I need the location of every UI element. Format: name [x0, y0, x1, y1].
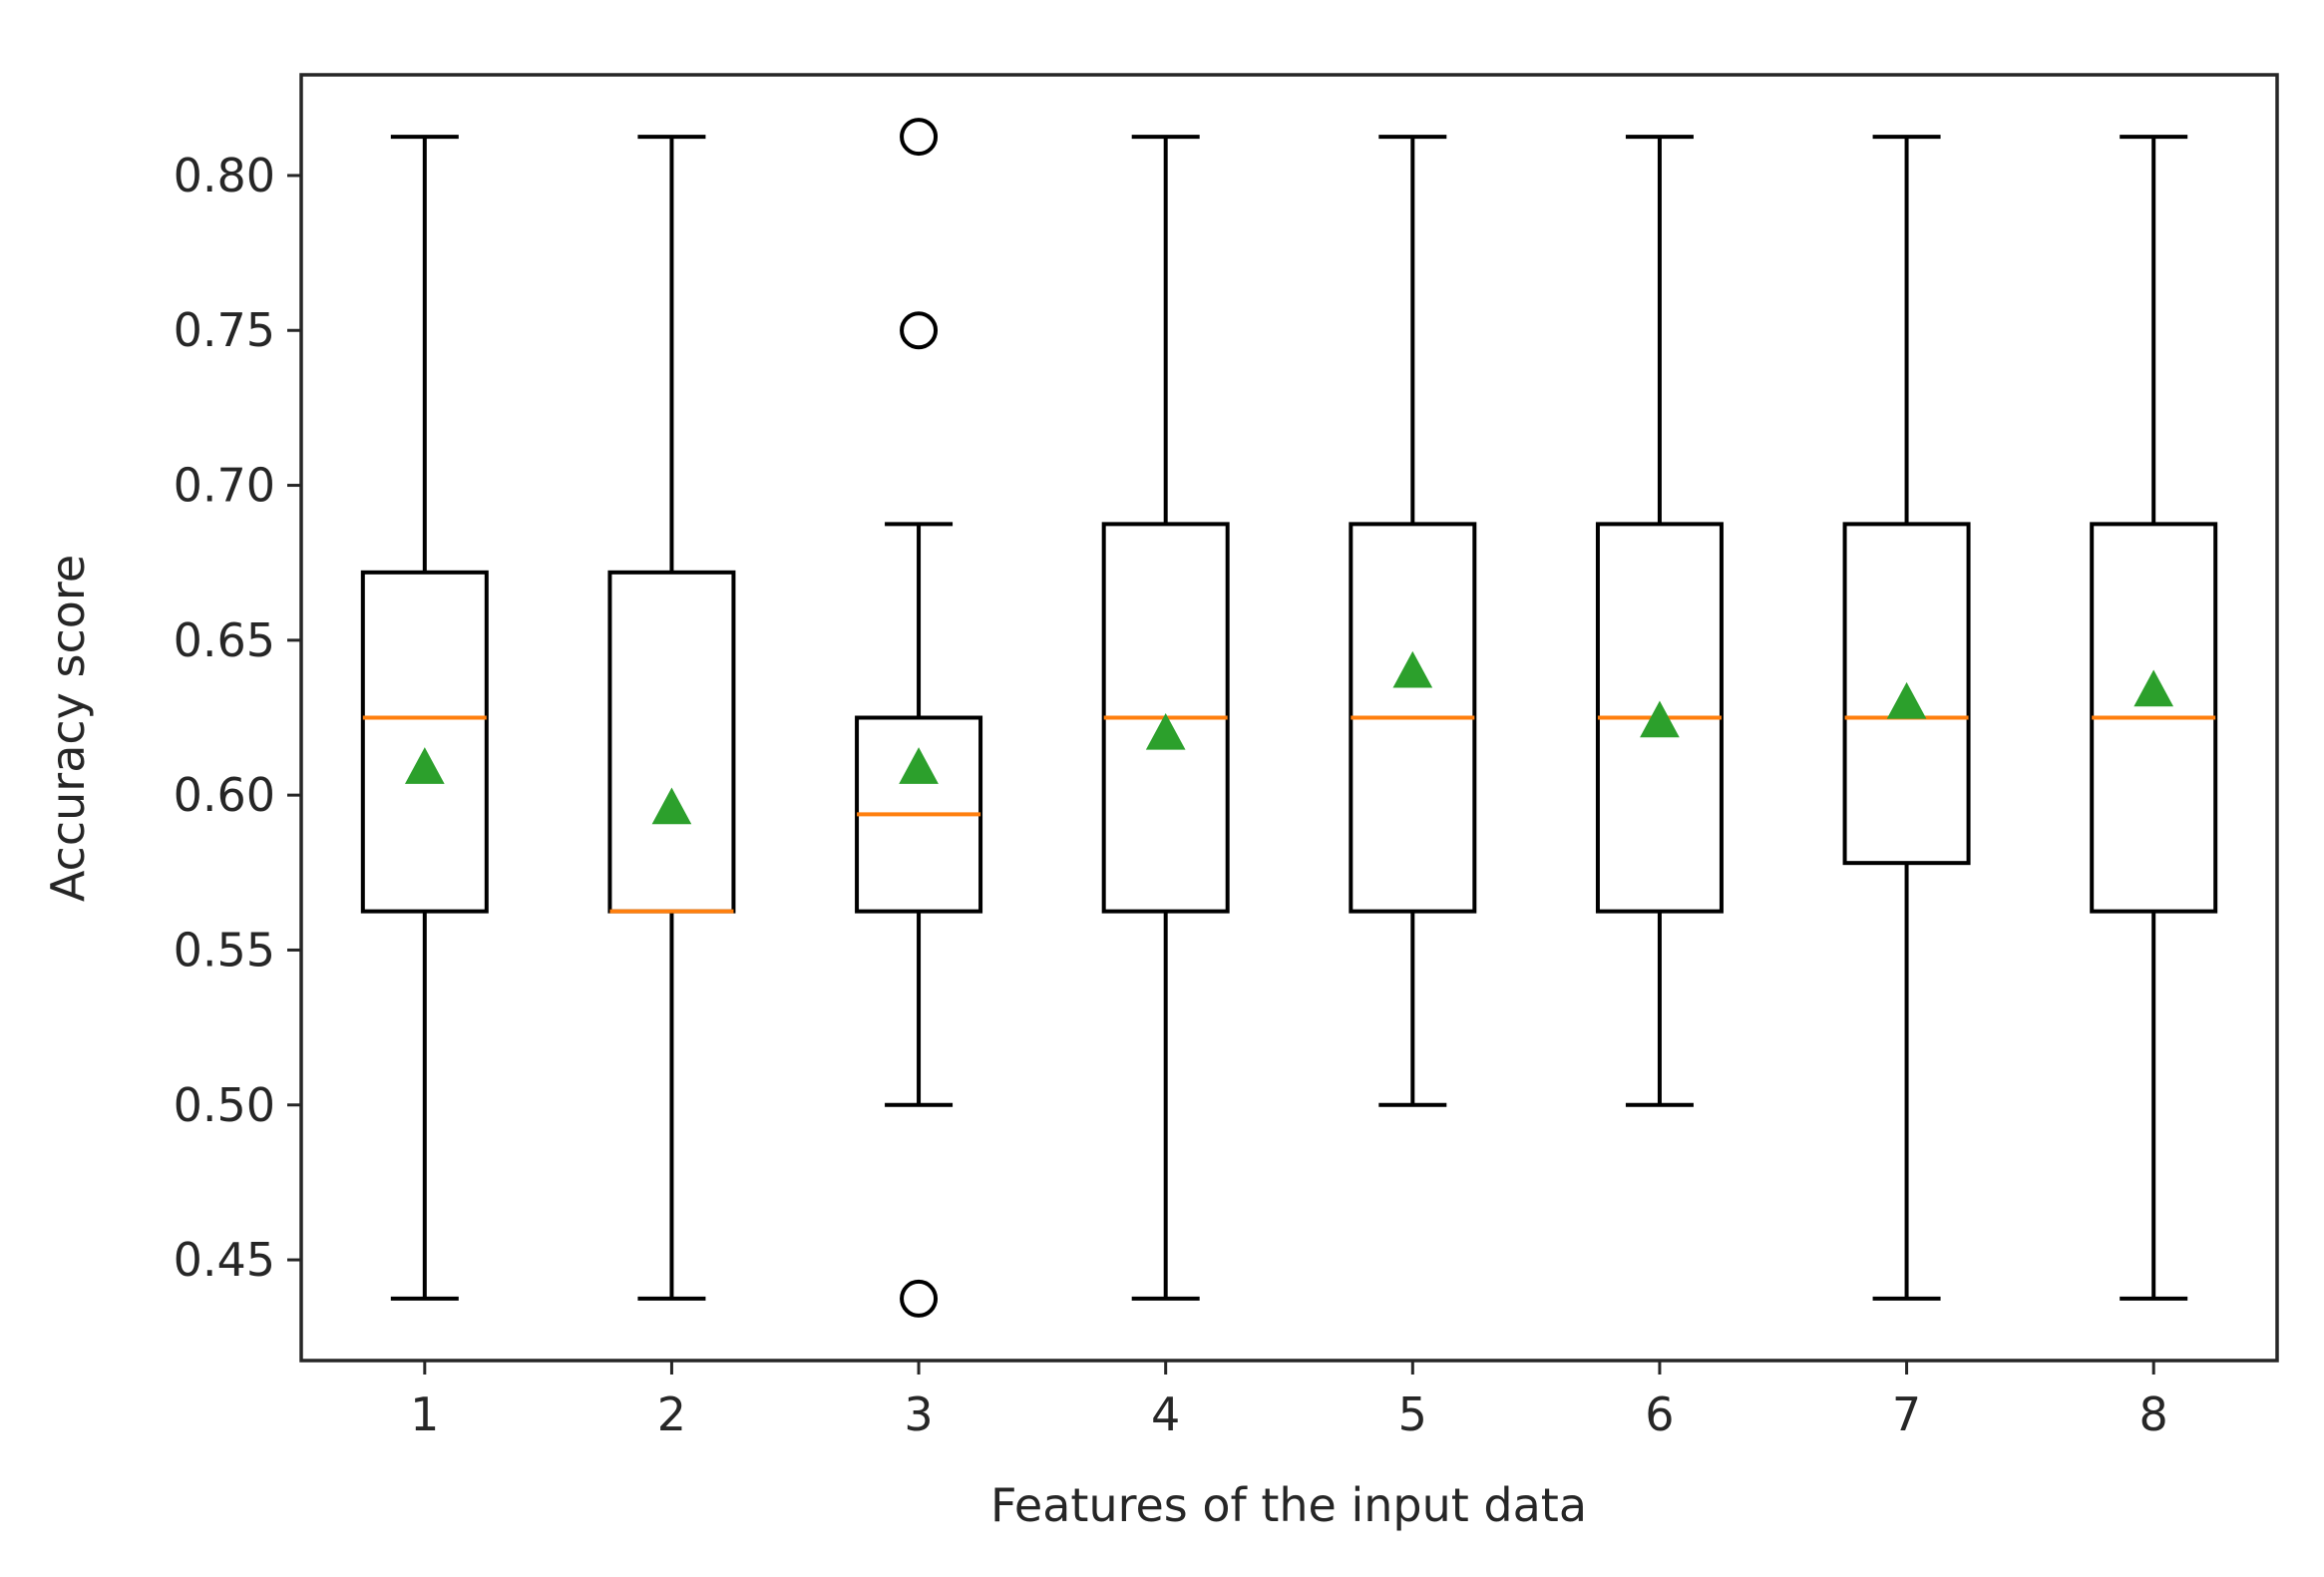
axes-frame: [299, 73, 2279, 1363]
box: [1842, 522, 1971, 866]
mean-marker: [651, 787, 692, 825]
box-group-2: [607, 135, 736, 1301]
mean-marker: [1886, 681, 1927, 719]
box-group-5: [1349, 135, 1477, 1107]
x-tick-label: 3: [904, 1387, 933, 1441]
outlier-point: [900, 311, 939, 350]
x-tick-label: 1: [410, 1387, 439, 1441]
x-tick-label: 5: [1398, 1387, 1427, 1441]
box-group-1: [360, 135, 489, 1301]
x-tick-label: 4: [1151, 1387, 1180, 1441]
box-group-4: [1101, 135, 1230, 1301]
box-group-3: [855, 118, 983, 1318]
mean-marker: [1392, 650, 1433, 688]
outlier-point: [900, 1279, 939, 1318]
x-axis-label: Features of the input data: [990, 1478, 1587, 1532]
x-tick-label: 2: [657, 1387, 686, 1441]
box-group-7: [1842, 135, 1971, 1301]
mean-marker: [1640, 700, 1680, 738]
x-tick-label: 6: [1645, 1387, 1674, 1441]
x-tick-label: 7: [1892, 1387, 1921, 1441]
plot-area: [360, 118, 2218, 1318]
mean-marker: [2133, 669, 2174, 707]
y-axis-label: Accuracy score: [41, 555, 95, 902]
y-tick-label: 0.45: [174, 1233, 275, 1287]
box: [360, 570, 489, 914]
mean-marker: [1145, 712, 1186, 750]
y-tick-label: 0.60: [174, 768, 275, 822]
box-group-6: [1595, 135, 1724, 1107]
mean-marker: [899, 747, 939, 784]
y-tick-label: 0.55: [174, 923, 275, 977]
y-tick-label: 0.75: [174, 303, 275, 357]
box-group-8: [2090, 135, 2218, 1301]
mean-marker: [404, 747, 445, 784]
y-tick-label: 0.70: [174, 459, 275, 513]
y-tick-label: 0.65: [174, 613, 275, 667]
axes: 0.45 0.50 0.55 0.60 0.65 0.70 0.75 0.80 1 2 3 4 5 6 7 8: [174, 73, 2279, 1441]
outlier-point: [900, 118, 939, 157]
y-tick-label: 0.80: [174, 149, 275, 202]
x-tick-label: 8: [2139, 1387, 2168, 1441]
y-tick-label: 0.50: [174, 1078, 275, 1132]
